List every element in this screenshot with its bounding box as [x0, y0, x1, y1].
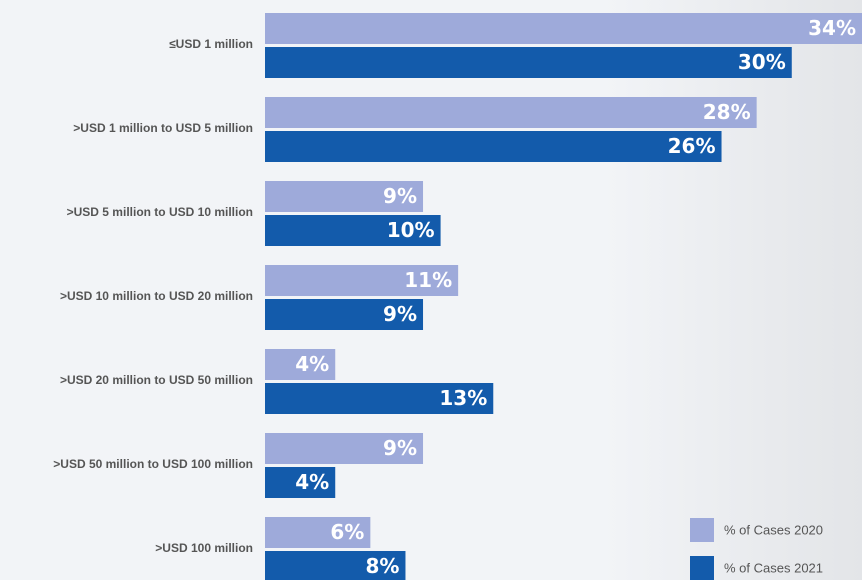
bar	[265, 13, 862, 44]
bar	[265, 299, 424, 330]
value-label: 4%	[295, 470, 329, 494]
bar	[265, 467, 336, 498]
value-label: 8%	[366, 554, 400, 578]
bar	[265, 97, 757, 128]
bar	[265, 47, 792, 78]
value-label: 11%	[404, 268, 452, 292]
category-label: ≤USD 1 million	[169, 37, 253, 51]
legend-label: % of Cases 2021	[724, 560, 823, 575]
value-label: 9%	[383, 436, 417, 460]
bar	[265, 131, 722, 162]
value-label: 28%	[703, 100, 751, 124]
value-label: 10%	[387, 218, 435, 242]
value-label: 30%	[738, 50, 786, 74]
category-label: >USD 10 million to USD 20 million	[60, 289, 253, 303]
value-label: 34%	[808, 16, 856, 40]
bar	[265, 265, 459, 296]
value-label: 26%	[668, 134, 716, 158]
category-label: >USD 1 million to USD 5 million	[73, 121, 253, 135]
bar	[265, 433, 424, 464]
bar	[265, 349, 336, 380]
value-label: 9%	[383, 184, 417, 208]
category-label: >USD 50 million to USD 100 million	[53, 457, 253, 471]
category-label: >USD 100 million	[155, 541, 253, 555]
bar	[265, 551, 406, 580]
bar	[265, 383, 494, 414]
bar	[265, 517, 371, 548]
bar	[265, 181, 424, 212]
legend-label: % of Cases 2020	[724, 522, 823, 537]
category-label: >USD 20 million to USD 50 million	[60, 373, 253, 387]
category-label: >USD 5 million to USD 10 million	[67, 205, 253, 219]
legend-swatch	[690, 518, 714, 542]
bar	[265, 215, 441, 246]
value-label: 9%	[383, 302, 417, 326]
value-label: 4%	[295, 352, 329, 376]
value-label: 6%	[330, 520, 364, 544]
value-label: 13%	[439, 386, 487, 410]
legend-swatch	[690, 556, 714, 580]
